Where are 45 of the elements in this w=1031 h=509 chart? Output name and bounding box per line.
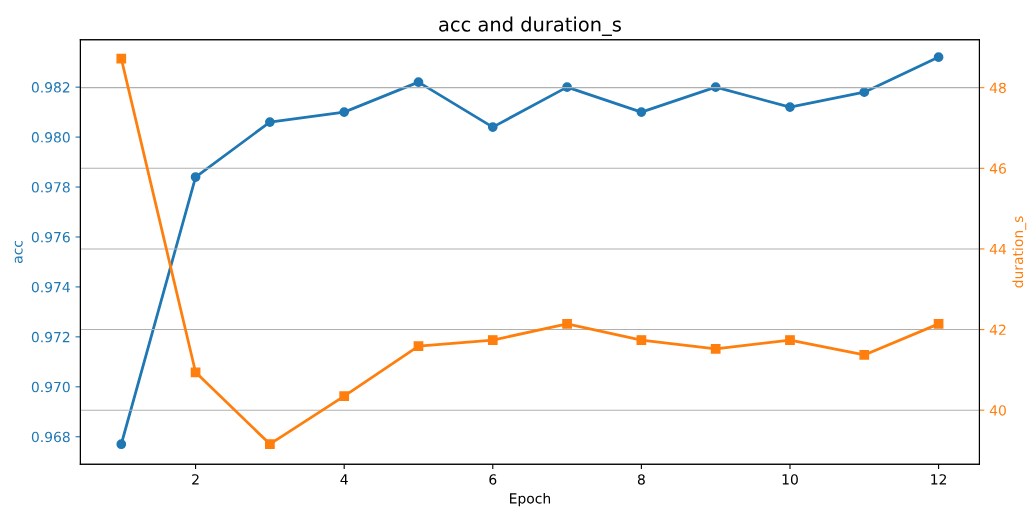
y-tick-label: 0.980 — [31, 132, 70, 143]
x-tick-label: 2 — [192, 474, 199, 485]
point — [636, 107, 647, 117]
x-tick-label: 6 — [489, 474, 497, 485]
y-tick-label: 0.982 — [31, 82, 70, 93]
x-axis-title: Epoch — [510, 492, 551, 507]
point — [339, 391, 350, 401]
x-tick-label: 10 — [782, 474, 798, 485]
point — [339, 107, 350, 117]
y2-tick-label: 40 — [989, 405, 1006, 416]
point — [413, 77, 424, 88]
y-axis-title: acc — [14, 240, 23, 264]
point — [190, 367, 201, 378]
y-tick-label: 0.974 — [31, 281, 70, 293]
point — [265, 439, 275, 449]
point — [487, 335, 498, 345]
point — [785, 102, 795, 112]
y2-tick-label: 42 — [989, 324, 1006, 335]
point — [413, 341, 424, 351]
y-tick-label: 0.972 — [31, 331, 70, 343]
point — [785, 335, 795, 345]
point — [116, 439, 127, 450]
y2-tick-label: 46 — [989, 163, 1006, 174]
point — [265, 117, 275, 127]
point — [710, 344, 721, 354]
point — [190, 172, 201, 182]
point — [636, 335, 647, 345]
y-tick-label: 0.976 — [31, 231, 70, 243]
y2-axis-title: duration_s — [1012, 216, 1027, 288]
point — [562, 319, 572, 329]
x-tick-label: 12 — [931, 474, 947, 485]
x-tick-label: 4 — [340, 474, 348, 485]
point — [933, 319, 944, 329]
y-tick-label: 0.968 — [31, 431, 70, 443]
point — [859, 350, 870, 360]
point — [859, 87, 870, 98]
y-tick-label: 0.978 — [31, 182, 70, 193]
point — [116, 53, 127, 64]
y2-tick-label: 44 — [989, 244, 1007, 255]
x-tick-label: 8 — [637, 474, 645, 485]
point — [487, 122, 498, 132]
y-tick-label: 0.970 — [31, 381, 70, 393]
chart-title: acc and duration_s — [439, 16, 621, 36]
y2-tick-label: 48 — [989, 82, 1006, 94]
point — [933, 52, 944, 63]
